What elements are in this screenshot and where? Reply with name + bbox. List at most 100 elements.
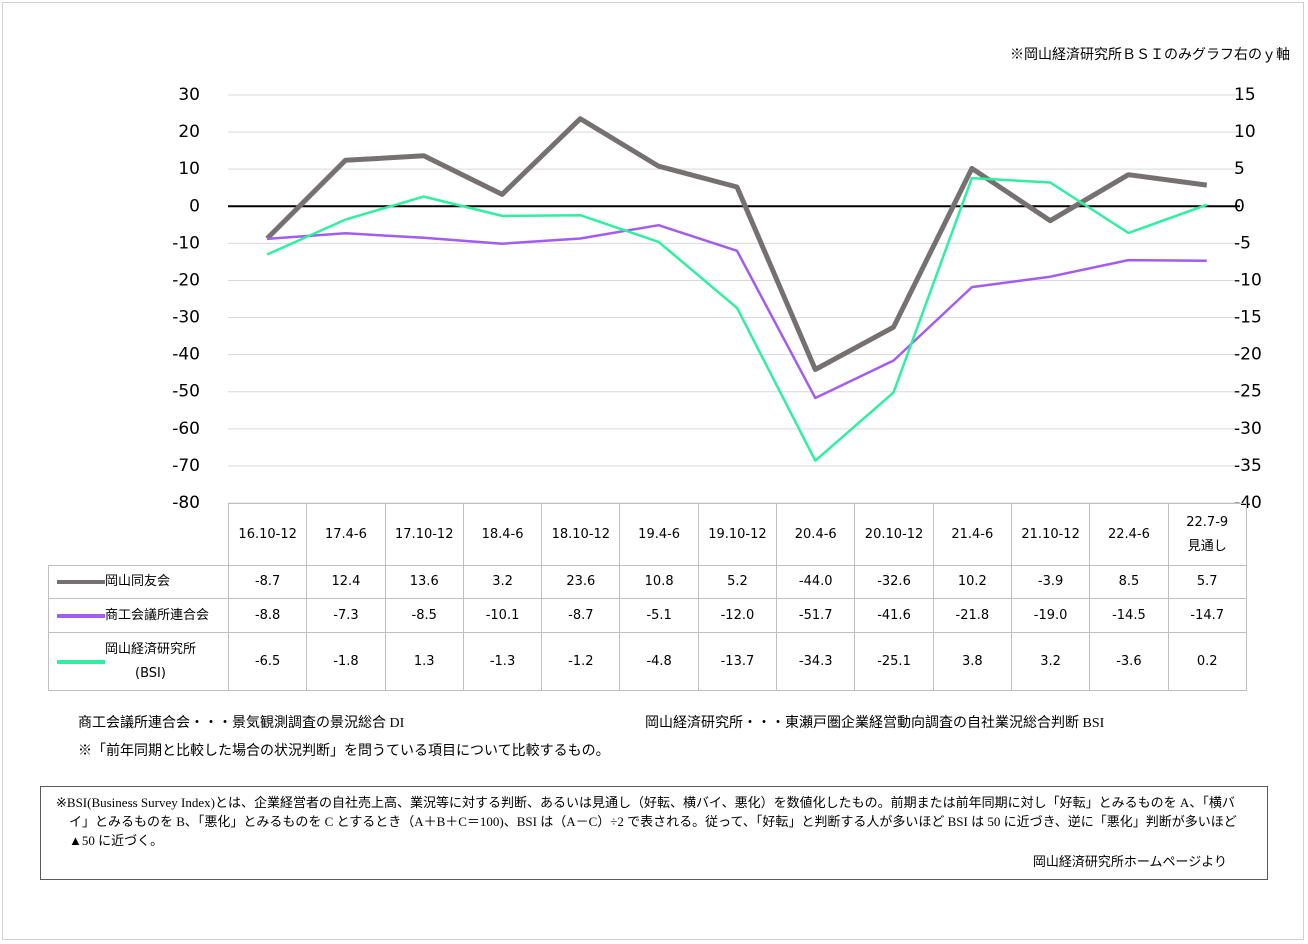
value-cell: 13.6 <box>384 565 464 599</box>
legend-entry: 商工会議所連合会 <box>49 604 228 628</box>
x-tick-label: 19.4-6 <box>619 503 699 566</box>
legend-label: 商工会議所連合会 <box>105 607 210 623</box>
y-tick-label: -50 <box>172 382 200 402</box>
value-cell: -3.6 <box>1089 632 1169 691</box>
y2-tick-label: -30 <box>1234 419 1262 439</box>
value-cell: -6.5 <box>227 632 308 691</box>
x-tick-label: 21.4-6 <box>932 503 1012 566</box>
x-tick-label: 17.10-12 <box>384 503 464 566</box>
y2-tick-label: -15 <box>1234 308 1262 328</box>
footnote: ※「前年同期と比較した場合の状況判断」を問うている項目について比較するもの。 <box>78 744 610 759</box>
note-box: ※BSI(Business Survey Index)とは、企業経営者の自社売上… <box>40 786 1268 880</box>
value-cell: 5.7 <box>1167 565 1247 599</box>
y2-tick-label: -5 <box>1234 233 1251 253</box>
y2-tick-label: 0 <box>1234 196 1245 216</box>
value-cell: -8.8 <box>227 598 308 633</box>
value-cell: -8.7 <box>227 565 308 599</box>
value-cell: 3.2 <box>1010 632 1091 691</box>
axis-note: ※岡山経済研究所ＢＳＩのみグラフ右のｙ軸 <box>1010 47 1290 63</box>
value-cell: 1.3 <box>384 632 464 691</box>
legend-swatch <box>57 613 105 618</box>
value-cell: 23.6 <box>541 565 621 599</box>
y2-tick-label: 10 <box>1234 122 1256 142</box>
x-tick-label: 17.4-6 <box>306 503 386 566</box>
value-cell: -12.0 <box>697 598 778 633</box>
x-tick-label: 20.10-12 <box>854 503 934 566</box>
y-tick-label: 10 <box>178 159 200 179</box>
value-cell: -8.5 <box>384 598 464 633</box>
value-cell: -8.7 <box>541 598 621 633</box>
y2-tick-label: 5 <box>1234 159 1245 179</box>
legend-entry: 岡山同友会 <box>49 570 228 594</box>
value-cell: 10.8 <box>619 565 699 599</box>
value-cell: -5.1 <box>619 598 699 633</box>
x-tick-label: 22.4-6 <box>1089 503 1169 566</box>
value-cell: -41.6 <box>854 598 934 633</box>
value-cell: 0.2 <box>1167 632 1247 691</box>
y-tick-label: -20 <box>172 270 200 290</box>
x-tick-label: 18.10-12 <box>541 503 621 566</box>
y-tick-label: -80 <box>172 493 200 510</box>
value-cell: 5.2 <box>697 565 778 599</box>
value-cell: -25.1 <box>854 632 934 691</box>
x-tick-label: 18.4-6 <box>462 503 543 566</box>
x-tick-label: 16.10-12 <box>227 503 308 566</box>
value-cell: -13.7 <box>697 632 778 691</box>
x-tick-label: 22.7-9 見通し <box>1167 503 1247 566</box>
value-cell: 3.2 <box>462 565 543 599</box>
legend-cell: 岡山同友会 <box>48 565 229 599</box>
y-tick-label: -70 <box>172 456 200 476</box>
legend-swatch <box>57 659 105 664</box>
y-tick-label: 20 <box>178 122 200 142</box>
note-text: ※BSI(Business Survey Index)とは、企業経営者の自社売上… <box>56 795 1237 848</box>
chart: ※岡山経済研究所ＢＳＩのみグラフ右のｙ軸 30 20 10 0 -10 -20 -30 -40… <box>172 47 1290 510</box>
series-line <box>267 223 1207 400</box>
series-line <box>266 176 1208 462</box>
value-cell: -14.7 <box>1167 598 1247 633</box>
value-cell: -34.3 <box>776 632 856 691</box>
table-row: 岡山同友会 -8.7 12.4 13.6 3.2 23.6 10.8 5.2 -44.0 -32.… <box>48 565 1247 599</box>
value-cell: -1.3 <box>462 632 543 691</box>
y2-tick-label: -20 <box>1234 345 1262 365</box>
value-cell: -1.2 <box>541 632 621 691</box>
table-row: 商工会議所連合会 -8.8 -7.3 -8.5 -10.1 -8.7 -5.1 -12.0 -5… <box>48 598 1247 633</box>
value-cell: 8.5 <box>1089 565 1169 599</box>
y2-tick-label: -35 <box>1234 456 1262 476</box>
value-cell: -44.0 <box>776 565 856 599</box>
value-cell: -4.8 <box>619 632 699 691</box>
value-cell: -19.0 <box>1010 598 1091 633</box>
legend-entry: 岡山経済研究所 (BSI) <box>49 638 228 686</box>
legend-swatch <box>57 580 105 584</box>
blank-cell <box>49 504 229 566</box>
y2-tick-label: 15 <box>1234 85 1256 105</box>
y-tick-label: -10 <box>172 233 200 253</box>
value-cell: -51.7 <box>776 598 856 633</box>
footnote: 商工会議所連合会・・・景気観測調査の景況総合 DI <box>78 716 405 731</box>
y-tick-label: 0 <box>189 196 200 216</box>
legend-cell: 商工会議所連合会 <box>48 598 229 633</box>
value-cell: -21.8 <box>932 598 1012 633</box>
data-table: 16.10-12 17.4-6 17.10-12 18.4-6 18.10-12 19.4… <box>48 503 1247 691</box>
y2-tick-label: -10 <box>1234 270 1262 290</box>
value-cell: -32.6 <box>854 565 934 599</box>
note-source: 岡山経済研究所ホームページより <box>1032 854 1227 869</box>
legend-label: 岡山経済研究所 (BSI) <box>105 641 197 681</box>
header-row: 16.10-12 17.4-6 17.10-12 18.4-6 18.10-12 19.4… <box>49 503 1247 566</box>
x-tick-label: 21.10-12 <box>1010 503 1091 566</box>
table-row: 岡山経済研究所 (BSI) -6.5 -1.8 1.3 -1.3 -1.2 -4.8 -13.… <box>48 632 1247 691</box>
x-tick-label: 20.4-6 <box>776 503 856 566</box>
y-tick-label: -30 <box>172 308 200 328</box>
value-cell: -1.8 <box>306 632 386 691</box>
legend-label: 岡山同友会 <box>105 574 171 589</box>
y-tick-label: 30 <box>178 85 200 105</box>
legend-cell: 岡山経済研究所 (BSI) <box>48 632 229 691</box>
footnote: 岡山経済研究所・・・東瀬戸圏企業経営動向調査の自社業況総合判断 BSI <box>645 716 1105 731</box>
x-tick-label: 19.10-12 <box>697 503 778 566</box>
value-cell: -3.9 <box>1010 565 1091 599</box>
series-line <box>265 116 1208 372</box>
y2-tick-label: -25 <box>1234 382 1262 402</box>
y-tick-label: -40 <box>172 345 200 365</box>
value-cell: 10.2 <box>932 565 1012 599</box>
